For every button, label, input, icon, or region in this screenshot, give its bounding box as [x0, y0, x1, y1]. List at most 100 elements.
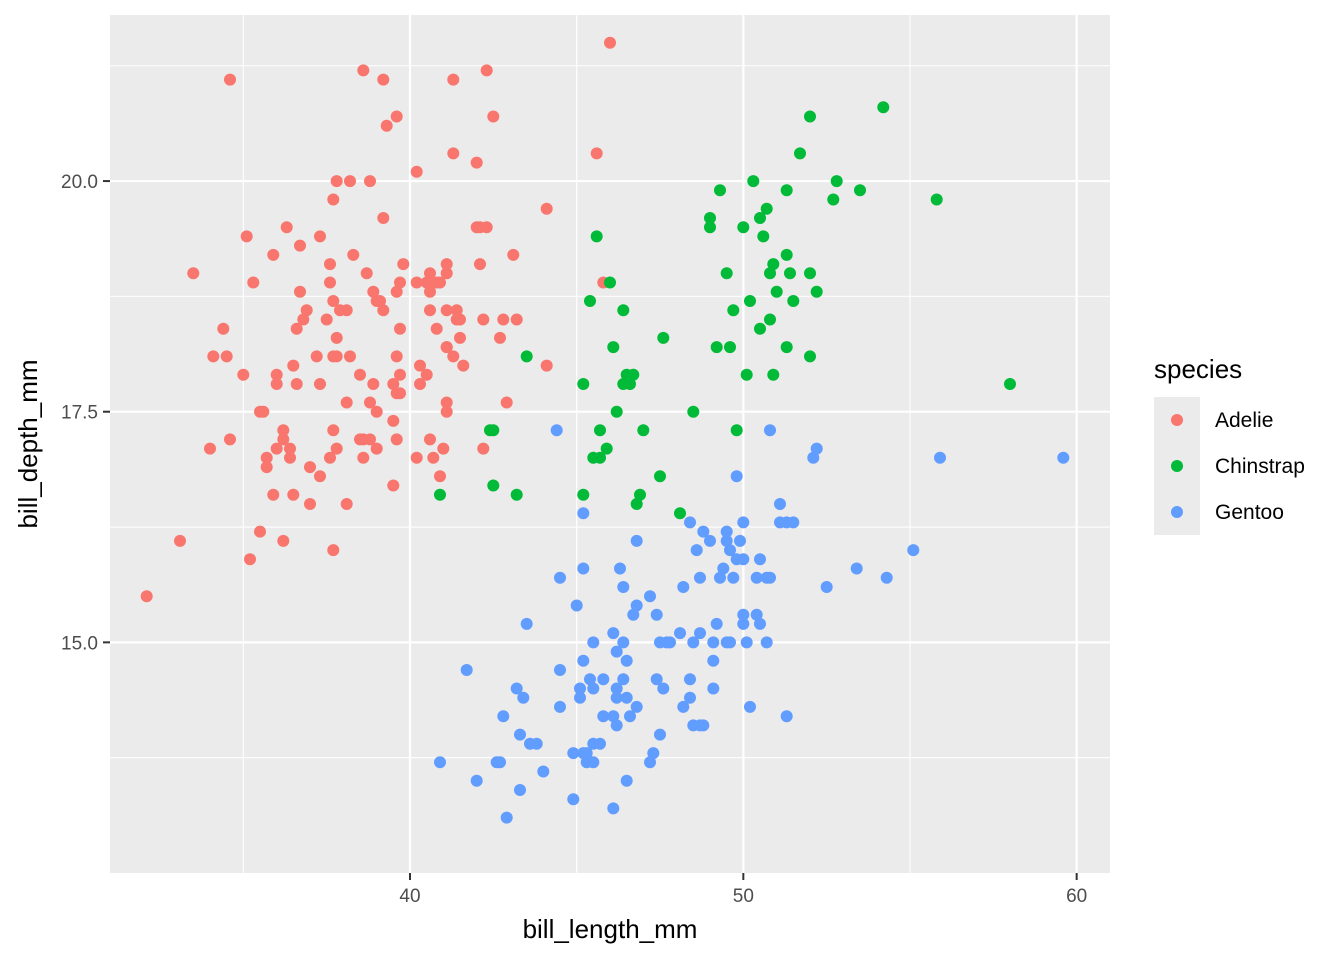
- point-gentoo: [704, 534, 716, 547]
- point-adelie: [397, 258, 410, 271]
- point-chinstrap: [727, 304, 740, 317]
- point-adelie: [224, 433, 236, 446]
- x-axis: 40 50 60: [399, 873, 1087, 907]
- point-gentoo: [580, 747, 593, 760]
- point-adelie: [247, 276, 260, 289]
- point-adelie: [477, 442, 490, 455]
- point-gentoo: [787, 516, 800, 529]
- point-gentoo: [644, 756, 656, 769]
- point-gentoo: [644, 590, 656, 603]
- point-adelie: [367, 285, 380, 298]
- point-adelie: [474, 258, 486, 271]
- point-gentoo: [607, 627, 620, 640]
- point-chinstrap: [624, 378, 636, 390]
- point-adelie: [454, 331, 466, 344]
- point-adelie: [330, 175, 343, 188]
- point-chinstrap: [747, 175, 760, 188]
- point-gentoo: [674, 627, 686, 640]
- point-adelie: [424, 267, 436, 280]
- point-adelie: [270, 442, 283, 455]
- point-chinstrap: [787, 295, 800, 307]
- point-adelie: [427, 451, 440, 464]
- point-adelie: [380, 119, 393, 132]
- point-adelie: [420, 368, 433, 381]
- point-gentoo: [664, 636, 676, 649]
- point-chinstrap: [730, 424, 743, 437]
- point-chinstrap: [714, 184, 726, 197]
- point-adelie: [217, 322, 230, 335]
- point-adelie: [497, 313, 510, 326]
- point-adelie: [440, 304, 453, 317]
- point-adelie: [477, 313, 490, 326]
- legend-swatch-gentoo: [1171, 506, 1183, 518]
- point-adelie: [347, 248, 360, 261]
- point-gentoo: [1057, 451, 1070, 464]
- point-adelie: [204, 442, 216, 455]
- point-gentoo: [710, 617, 723, 630]
- point-gentoo: [577, 654, 590, 667]
- point-adelie: [420, 276, 433, 289]
- point-gentoo: [470, 774, 483, 787]
- x-axis-title: bill_length_mm: [523, 914, 698, 944]
- point-adelie: [510, 313, 523, 326]
- point-gentoo: [650, 608, 663, 621]
- point-chinstrap: [594, 424, 606, 437]
- point-gentoo: [734, 534, 746, 547]
- point-chinstrap: [607, 341, 620, 354]
- point-chinstrap: [687, 405, 700, 418]
- point-chinstrap: [604, 276, 616, 289]
- point-chinstrap: [737, 221, 750, 234]
- point-chinstrap: [1004, 378, 1016, 390]
- point-gentoo: [587, 682, 600, 695]
- point-gentoo: [610, 719, 623, 732]
- point-adelie: [354, 368, 366, 381]
- point-adelie: [434, 470, 446, 483]
- point-adelie: [260, 461, 273, 474]
- legend-label-chinstrap: Chinstrap: [1215, 455, 1305, 478]
- point-chinstrap: [804, 110, 816, 123]
- point-adelie: [260, 451, 273, 464]
- point-adelie: [377, 304, 390, 317]
- point-gentoo: [750, 608, 763, 621]
- point-adelie: [424, 433, 436, 446]
- point-gentoo: [577, 562, 590, 575]
- point-gentoo: [617, 673, 630, 686]
- data-points: [140, 36, 1070, 824]
- point-gentoo: [697, 525, 710, 538]
- point-chinstrap: [784, 267, 796, 280]
- y-tick-label: 17.5: [61, 403, 98, 424]
- point-gentoo: [807, 451, 820, 464]
- legend-label-adelie: Adelie: [1215, 409, 1273, 432]
- point-adelie: [304, 498, 316, 510]
- point-adelie: [240, 230, 253, 243]
- point-gentoo: [610, 682, 623, 695]
- legend-swatch-adelie: [1171, 414, 1183, 426]
- point-chinstrap: [767, 368, 780, 381]
- point-chinstrap: [754, 212, 766, 224]
- point-adelie: [277, 433, 290, 446]
- point-gentoo: [724, 636, 736, 649]
- point-adelie: [440, 267, 453, 280]
- point-adelie: [454, 313, 466, 326]
- point-adelie: [284, 442, 296, 455]
- point-gentoo: [554, 700, 566, 713]
- point-chinstrap: [434, 488, 446, 501]
- point-adelie: [290, 378, 303, 390]
- point-gentoo: [554, 664, 566, 676]
- point-gentoo: [744, 700, 756, 713]
- point-chinstrap: [610, 405, 623, 418]
- point-adelie: [374, 295, 386, 307]
- point-gentoo: [577, 507, 590, 520]
- point-gentoo: [810, 442, 823, 455]
- point-adelie: [324, 451, 336, 464]
- point-gentoo: [754, 553, 766, 566]
- point-adelie: [314, 230, 326, 243]
- point-chinstrap: [877, 101, 890, 114]
- point-adelie: [430, 322, 443, 335]
- point-adelie: [364, 396, 376, 409]
- point-gentoo: [694, 571, 706, 584]
- point-chinstrap: [830, 175, 843, 188]
- point-adelie: [297, 313, 310, 326]
- point-adelie: [450, 304, 463, 317]
